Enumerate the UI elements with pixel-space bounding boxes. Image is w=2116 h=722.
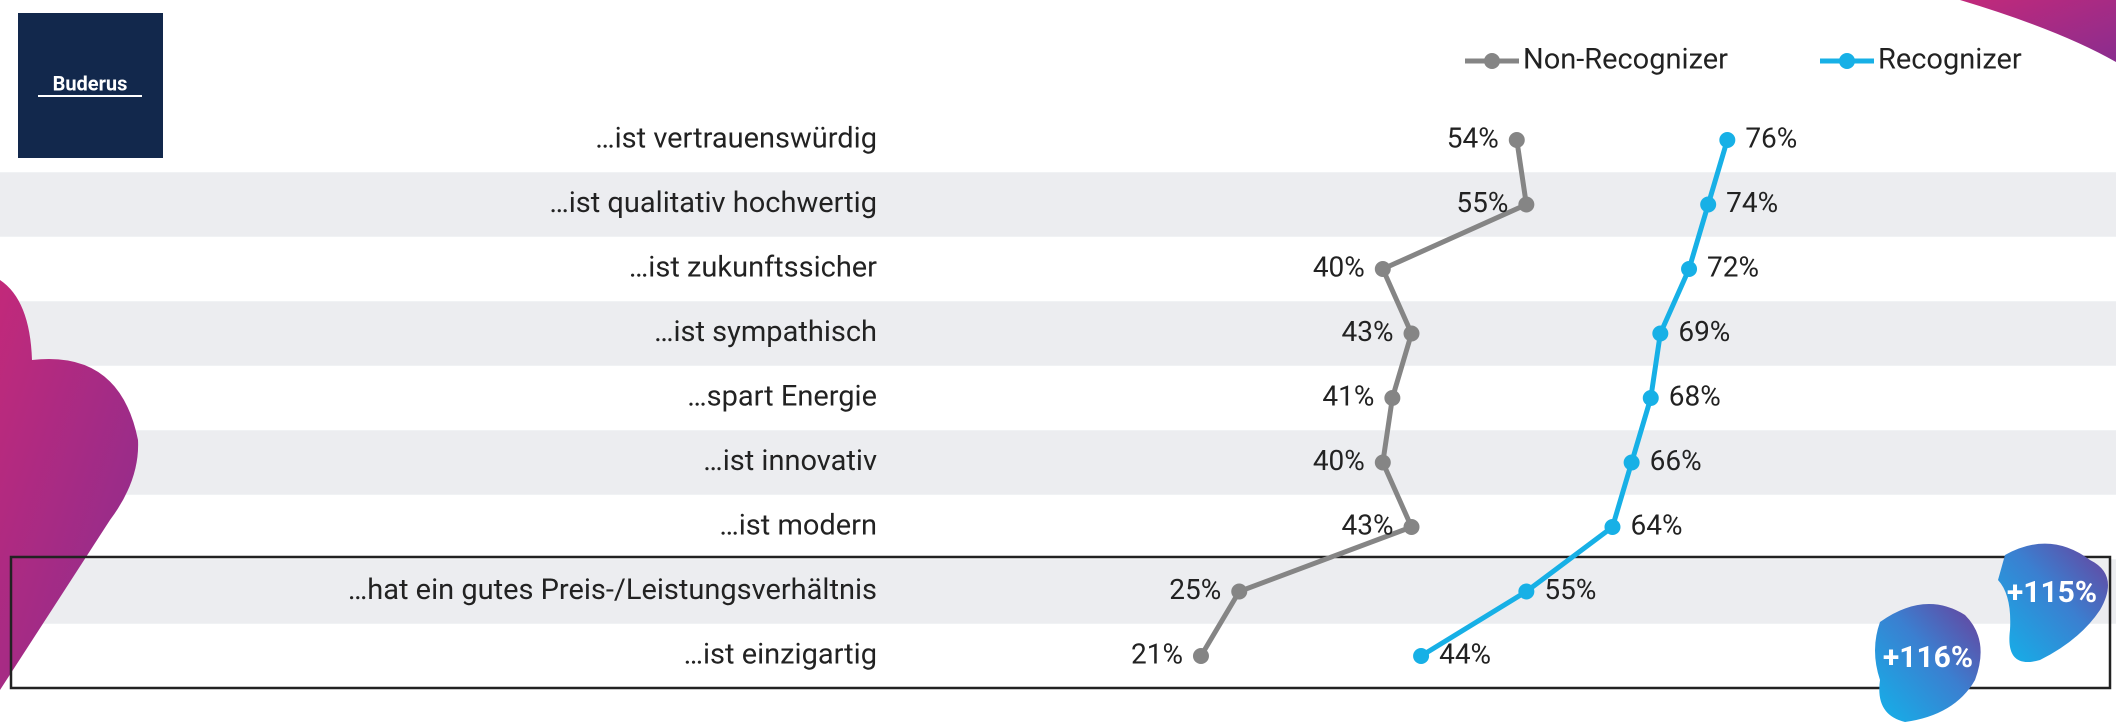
category-label: …ist modern: [719, 509, 877, 543]
point: [1384, 390, 1401, 406]
value-label: 68%: [1669, 379, 1721, 412]
row-stripe: [0, 301, 2116, 366]
point: [1642, 390, 1659, 406]
point: [1681, 261, 1698, 277]
value-label: 64%: [1630, 508, 1682, 541]
value-label: 41%: [1322, 379, 1374, 412]
point: [1604, 519, 1621, 535]
logo-box: [18, 13, 163, 158]
point: [1719, 132, 1736, 148]
legend-label: Non-Recognizer: [1523, 43, 1728, 77]
value-label: 76%: [1745, 121, 1797, 154]
row-stripe: [0, 430, 2116, 495]
point: [1413, 648, 1430, 664]
highlight-box: [9, 555, 2112, 690]
value-label: 40%: [1313, 250, 1365, 283]
value-label: 55%: [1456, 186, 1508, 219]
value-label: 55%: [1544, 573, 1596, 606]
decor-corner: [1960, 0, 2116, 62]
point: [1508, 132, 1525, 148]
value-label: 66%: [1650, 444, 1702, 477]
annotation: +115%: [2007, 575, 2097, 610]
point: [1623, 454, 1640, 471]
value-label: 25%: [1169, 573, 1221, 606]
value-label: 40%: [1313, 444, 1365, 477]
value-label: 43%: [1342, 508, 1394, 541]
point: [1652, 325, 1669, 342]
annotation: +116%: [1883, 640, 1973, 675]
category-label: …ist vertrauenswürdig: [595, 122, 877, 156]
point: [1403, 519, 1420, 535]
annotation-blob: [1875, 604, 1981, 722]
point: [1700, 196, 1717, 213]
row-stripe: [0, 559, 2116, 624]
row-stripe: [0, 172, 2116, 237]
logo: Buderus: [53, 71, 128, 95]
point: [1192, 648, 1209, 664]
value-label: 72%: [1707, 250, 1759, 283]
point: [1518, 196, 1535, 213]
legend-label: Recognizer: [1878, 43, 2022, 77]
value-label: 44%: [1439, 637, 1491, 670]
category-label: …ist zukunftssicher: [629, 251, 877, 285]
decor-left: [0, 280, 139, 690]
point: [1374, 261, 1391, 277]
category-label: …hat ein gutes Preis-/Leistungsverhältni…: [348, 573, 877, 607]
legend-marker: [1839, 53, 1855, 69]
value-label: 69%: [1678, 315, 1730, 348]
category-label: …ist einzigartig: [684, 638, 877, 672]
value-label: 21%: [1131, 637, 1183, 670]
category-label: …ist innovativ: [703, 444, 877, 478]
value-label: 74%: [1726, 186, 1778, 219]
annotation-blob: [1998, 543, 2108, 662]
category-label: …spart Energie: [687, 380, 877, 414]
point: [1518, 583, 1535, 600]
point: [1231, 583, 1248, 600]
point: [1403, 325, 1420, 342]
value-label: 54%: [1447, 121, 1499, 154]
category-label: …ist sympathisch: [654, 315, 877, 349]
category-label: …ist qualitativ hochwertig: [549, 186, 877, 220]
value-label: 43%: [1342, 315, 1394, 348]
row-stripes: [0, 172, 2116, 624]
point: [1374, 454, 1391, 471]
legend-marker: [1484, 53, 1500, 69]
